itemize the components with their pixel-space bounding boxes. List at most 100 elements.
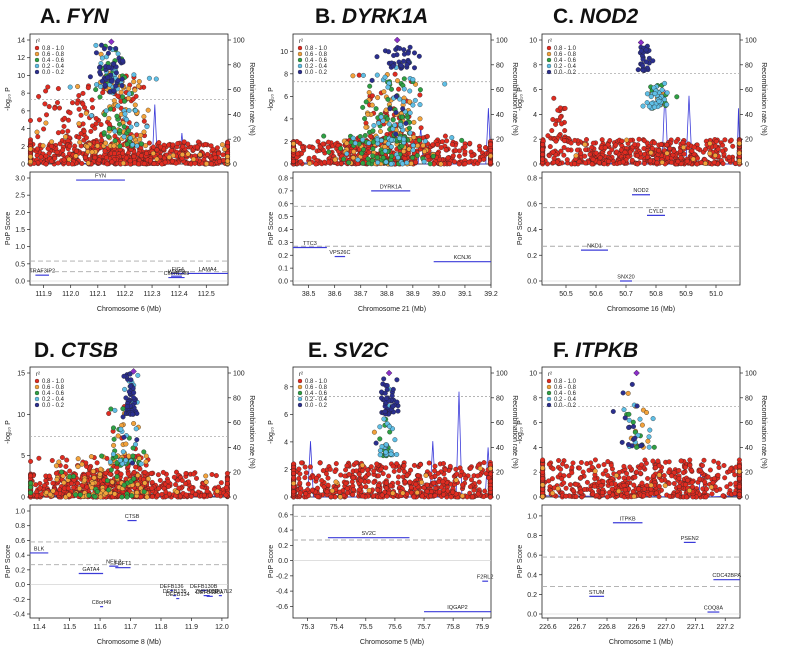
snp-point	[105, 74, 111, 80]
y2-tick-label: 100	[233, 38, 245, 45]
snp-point	[132, 87, 138, 93]
snp-point	[171, 474, 177, 480]
snp-point	[401, 58, 407, 64]
snp-point	[404, 491, 410, 497]
y-axis-label: -log₁₀ P	[517, 420, 524, 444]
snp-point	[167, 491, 172, 497]
snp-point	[106, 126, 112, 132]
snp-point	[664, 102, 670, 108]
snp-point	[101, 130, 107, 136]
snp-point	[460, 482, 465, 488]
snp-point	[381, 376, 387, 382]
snp-point	[209, 472, 215, 477]
snp-point	[658, 141, 664, 147]
snp-point	[50, 488, 56, 494]
y2-tick-label: 80	[745, 395, 753, 402]
snp-point	[665, 155, 670, 161]
snp-point	[297, 490, 303, 496]
snp-point	[450, 489, 456, 495]
snp-point	[426, 460, 432, 466]
gene-label: TRAF3IP2	[29, 269, 55, 275]
snp-point	[300, 145, 306, 150]
snp-point	[401, 136, 407, 142]
snp-point	[124, 404, 130, 410]
snp-point	[404, 472, 410, 478]
snp-point	[303, 470, 309, 476]
pop-y-tick-label: 3.0	[15, 176, 25, 183]
snp-point	[370, 139, 376, 145]
snp-point	[475, 473, 481, 479]
snp-point	[344, 463, 350, 469]
y2-tick-label: 0	[496, 162, 500, 169]
pop-y-tick-label: 0.8	[527, 176, 537, 183]
snp-point	[338, 146, 344, 151]
snp-point	[103, 155, 109, 161]
snp-point	[43, 161, 49, 167]
snp-point	[407, 130, 413, 136]
snp-point	[134, 122, 140, 128]
snp-point	[362, 116, 368, 122]
pop-y-axis-label: PoP Score	[517, 212, 524, 245]
snp-point	[65, 485, 71, 491]
snp-point	[121, 134, 127, 140]
snp-point	[115, 51, 121, 57]
snp-point	[540, 147, 546, 152]
snp-point	[635, 67, 641, 73]
y2-tick-label: 40	[496, 445, 504, 452]
snp-point	[107, 471, 113, 477]
snp-point	[401, 463, 407, 469]
y-tick-label: 2	[533, 470, 537, 477]
snp-point	[313, 161, 319, 167]
snp-point	[371, 123, 377, 128]
lead-snp	[108, 38, 115, 46]
y-tick-label: 2	[284, 139, 288, 146]
snp-point	[553, 121, 559, 127]
snp-point	[107, 459, 113, 465]
snp-point	[366, 160, 372, 166]
snp-point	[736, 150, 742, 156]
snp-point	[111, 143, 117, 149]
snp-point	[619, 138, 625, 144]
y2-tick-label: 0	[745, 495, 749, 502]
snp-point	[477, 466, 483, 471]
y-tick-label: 4	[284, 116, 288, 123]
snp-point	[62, 115, 68, 121]
snp-point	[134, 437, 140, 443]
snp-point	[398, 62, 404, 68]
snp-point	[652, 140, 657, 146]
pop-y-tick-label: 0.6	[15, 538, 25, 545]
snp-point	[587, 152, 593, 157]
snp-point	[54, 149, 60, 155]
snp-point	[486, 475, 492, 481]
snp-point	[389, 137, 394, 143]
snp-point	[40, 143, 46, 149]
snp-point	[143, 143, 149, 149]
x-tick-label: 75.6	[388, 624, 402, 631]
legend-swatch	[34, 384, 40, 390]
snp-point	[28, 159, 33, 164]
snp-point	[360, 493, 366, 499]
snp-point	[28, 146, 33, 152]
snp-point	[452, 159, 457, 165]
snp-point	[583, 147, 589, 153]
y-tick-label: 5	[21, 453, 25, 460]
snp-point	[93, 121, 99, 127]
snp-point	[558, 114, 563, 120]
snp-point	[614, 149, 620, 155]
snp-point	[106, 115, 112, 121]
snp-point	[149, 479, 155, 485]
snp-point	[428, 493, 434, 499]
snp-point	[462, 144, 468, 150]
snp-point	[145, 476, 151, 482]
snp-point	[396, 86, 402, 92]
snp-point	[384, 493, 390, 499]
snp-point	[97, 69, 103, 75]
snp-point	[97, 65, 102, 70]
snp-point	[131, 476, 137, 482]
snp-point	[332, 469, 338, 474]
snp-point	[219, 142, 225, 148]
snp-point	[114, 474, 120, 480]
snp-point	[317, 144, 323, 150]
